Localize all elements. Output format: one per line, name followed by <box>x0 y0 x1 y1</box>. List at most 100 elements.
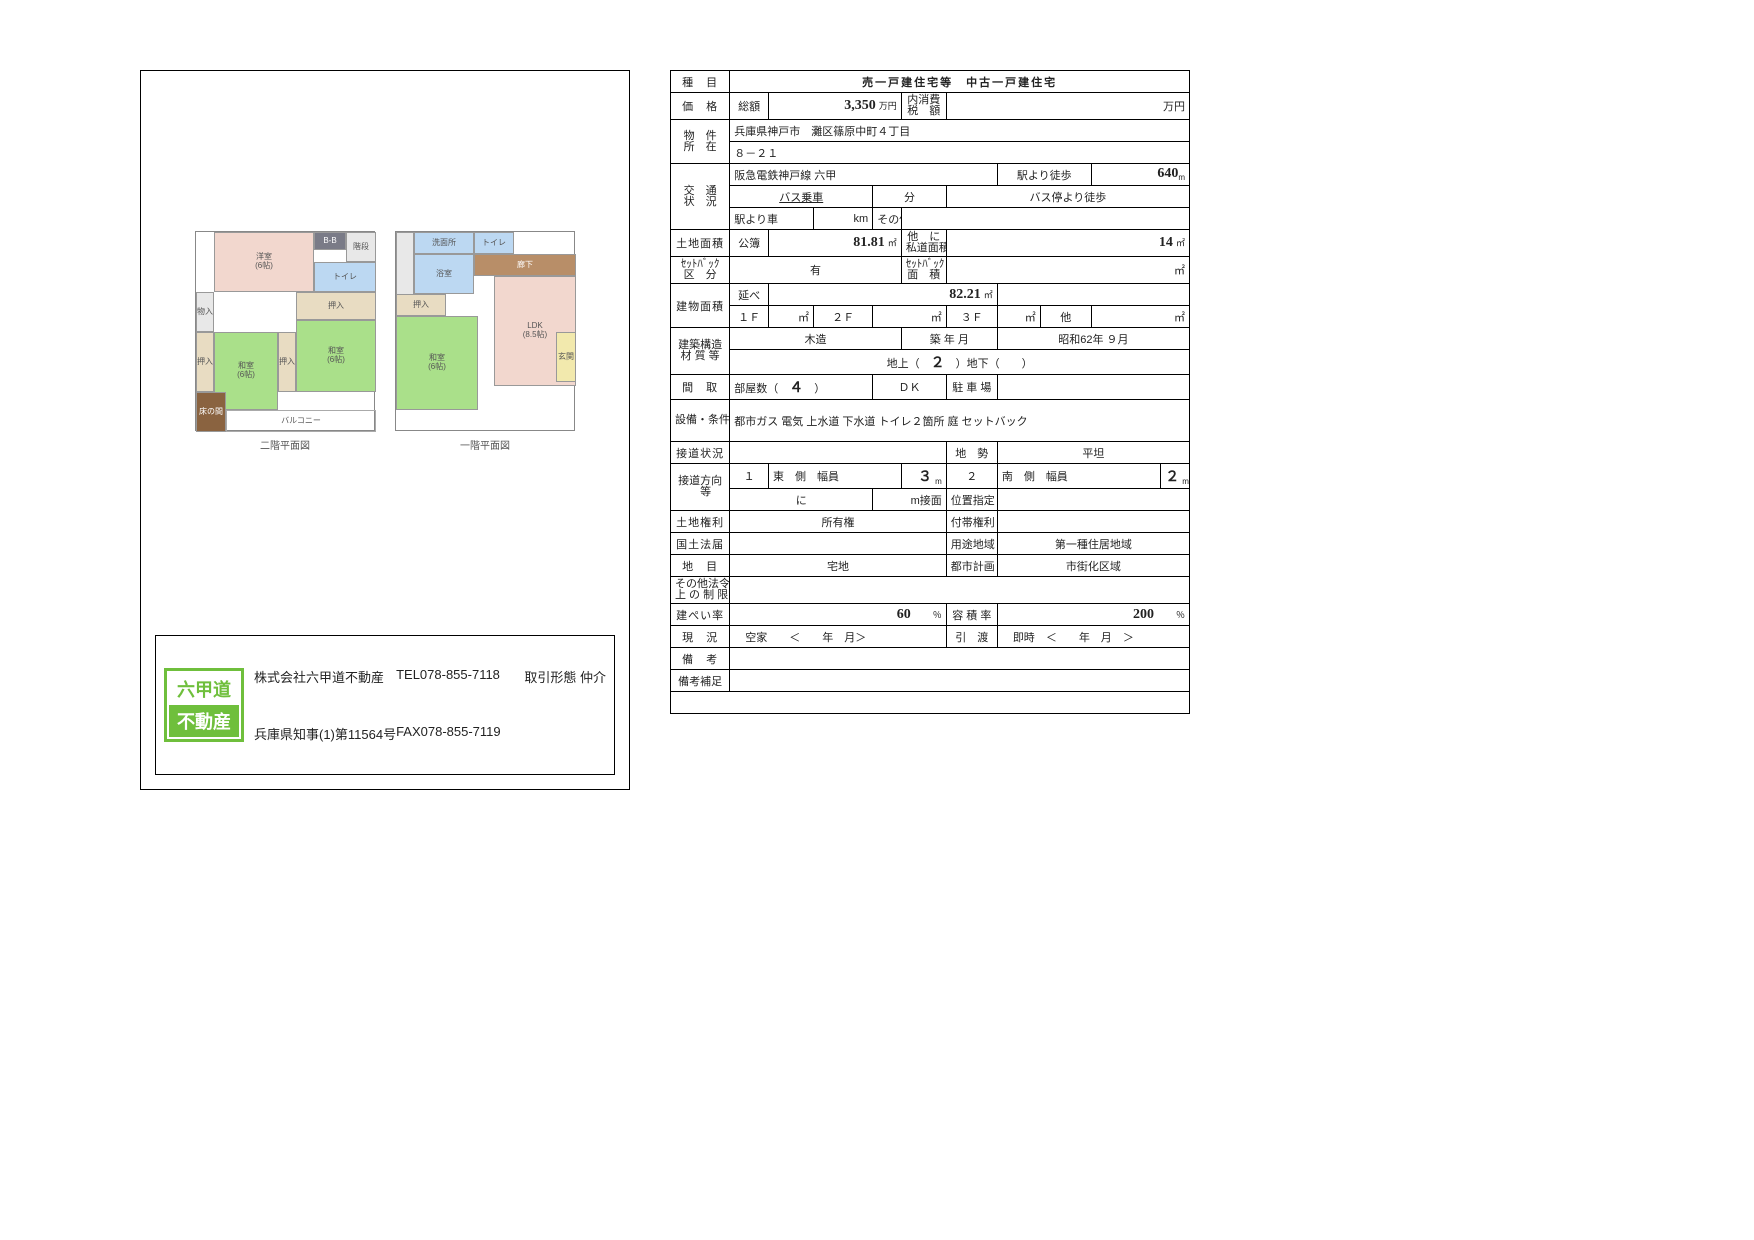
room-bb: B-B <box>314 232 346 250</box>
cell-youseki-label: 容 積 率 <box>946 604 997 626</box>
cell-dir2: ２ <box>946 464 997 489</box>
plan-1f-box: 洗面所 トイレ 浴室 廊下 押入 LDK(8.5帖) 和室(6帖) 玄関 <box>395 231 575 431</box>
row-sonota: その他法令上 の 制 限 <box>671 577 1190 604</box>
row-bikou: 備 考 <box>671 648 1190 670</box>
room-mono: 物入 <box>196 292 214 332</box>
cell-trans-blank <box>901 208 1189 230</box>
cell-parking-label: 駐 車 場 <box>946 375 997 400</box>
cell-material: 木造 <box>730 328 902 350</box>
cell-f1-label: １Ｆ <box>730 306 769 328</box>
row-trans1: 交 通状 況 阪急電鉄神戸線 六甲 駅より徒歩 640m <box>671 164 1190 186</box>
cell-futai <box>997 511 1189 533</box>
row-land: 土地面積 公簿 81.81 ㎡ 他 に私道面積 14 ㎡ <box>671 230 1190 257</box>
cell-f2: ㎡ <box>873 306 947 328</box>
company-license: 兵庫県知事(1)第11564号 <box>254 724 396 743</box>
plan-2f-label: 二階平面図 <box>260 437 310 452</box>
cell-ichi-label: 位置指定 <box>946 489 997 511</box>
cell-hikiwatashi-label: 引 渡 <box>946 626 997 648</box>
cell-tax-label: 内消費税 額 <box>901 93 946 120</box>
cell-dir1-v: 東 側 幅員 <box>769 464 902 489</box>
cell-bikou <box>730 648 1190 670</box>
cell-other: その他 <box>873 208 902 230</box>
cell-year: 昭和62年 ９月 <box>997 328 1189 350</box>
cell-rooms: 部屋数（ ４ ） <box>730 375 873 400</box>
room-wa2: 和室(6帖) <box>296 320 376 392</box>
cell-genkyo-label: 現 況 <box>671 626 730 648</box>
cell-shidou-label: 他 に私道面積 <box>901 230 946 257</box>
cell-sougaku: 総額 <box>730 93 769 120</box>
cell-parking <box>997 375 1189 400</box>
cell-bus-min: 分 <box>873 186 947 208</box>
cell-genkyo: 空家 ＜ 年 月＞ <box>730 626 947 648</box>
company-block: 六甲道 不動産 株式会社六甲道不動産 TEL078-855-7118 取引形態 … <box>155 635 615 775</box>
cell-dir1-w: ３ m <box>901 464 946 489</box>
cell-kenpei-label: 建ぺい率 <box>671 604 730 626</box>
cell-setback-area-label: ｾｯﾄﾊﾞｯｸ面 積 <box>901 257 946 284</box>
cell-toshi-label: 都市計画 <box>946 555 997 577</box>
cell-f3: ㎡ <box>997 306 1040 328</box>
room-yokushitsu: 浴室 <box>414 254 474 294</box>
cell-struct-label: 建築構造材 質 等 <box>671 328 730 375</box>
row-bldg2: １Ｆ ㎡ ２Ｆ ㎡ ３Ｆ ㎡ 他 ㎡ <box>671 306 1190 328</box>
cell-bikou2-label: 備考補足 <box>671 670 730 692</box>
row-law: 国土法届 用途地域 第一種住居地域 <box>671 533 1190 555</box>
cell-msetsu: m接面 <box>873 489 947 511</box>
plan-2f: 洋室(6帖) B-B 階段 トイレ 物入 押入 和室(6帖) 押入 和室(6帖)… <box>195 231 375 452</box>
room-stairs-1f <box>396 232 414 302</box>
cell-chimoku-label: 地 目 <box>671 555 730 577</box>
cell-chisei: 平坦 <box>997 442 1189 464</box>
cell-kenpei: 60 ％ <box>730 604 947 626</box>
cell-sonota <box>730 577 1190 604</box>
cell-hikiwatashi: 即時 ＜ 年 月 ＞ <box>997 626 1189 648</box>
cell-chisei-label: 地 勢 <box>946 442 997 464</box>
company-text: 株式会社六甲道不動産 TEL078-855-7118 取引形態 仲介 兵庫県知事… <box>254 667 606 743</box>
cell-youseki: 200 ％ <box>997 604 1189 626</box>
cell-trans-line: 阪急電鉄神戸線 六甲 <box>730 164 998 186</box>
row-struct1: 建築構造材 質 等 木造 築 年 月 昭和62年 ９月 <box>671 328 1190 350</box>
cell-bikou2 <box>730 670 1190 692</box>
cell-rights-label: 土地権利 <box>671 511 730 533</box>
row-spacer <box>671 692 1190 714</box>
cell-price: 3,350 万円 <box>769 93 902 120</box>
room-tokonoma: 床の間 <box>196 392 226 432</box>
logo-top: 六甲道 <box>169 673 239 705</box>
cell-chimoku: 宅地 <box>730 555 947 577</box>
cell-madori-label: 間 取 <box>671 375 730 400</box>
plan-1f: 洗面所 トイレ 浴室 廊下 押入 LDK(8.5帖) 和室(6帖) 玄関 一階平… <box>395 231 575 452</box>
logo-bottom: 不動産 <box>169 705 239 737</box>
company-tel: TEL078-855-7118 <box>396 667 524 686</box>
cell-dir2-v: 南 側 幅員 <box>997 464 1160 489</box>
cell-setsubi: 都市ガス 電気 上水道 下水道 トイレ２箇所 庭 セットバック <box>730 400 1190 442</box>
row-kenpei: 建ぺい率 60 ％ 容 積 率 200 ％ <box>671 604 1190 626</box>
cell-rights: 所有権 <box>730 511 947 533</box>
cell-ni: に <box>730 489 873 511</box>
cell-price-label: 価 格 <box>671 93 730 120</box>
row-price: 価 格 総額 3,350 万円 内消費税 額 万円 <box>671 93 1190 120</box>
cell-youto: 第一種住居地域 <box>997 533 1189 555</box>
cell-dir-label: 接道方向 等 <box>671 464 730 511</box>
room-cl2: 押入 <box>196 332 214 392</box>
cell-nobe: 延べ <box>730 284 769 306</box>
row-setsubi: 設備・条件 都市ガス 電気 上水道 下水道 トイレ２箇所 庭 セットバック <box>671 400 1190 442</box>
room-genkan: 玄関 <box>556 332 576 382</box>
cell-setsubi-label: 設備・条件 <box>671 400 730 442</box>
row-rights: 土地権利 所有権 付帯権利 <box>671 511 1190 533</box>
cell-dir1: １ <box>730 464 769 489</box>
company-logo: 六甲道 不動産 <box>164 668 244 742</box>
cell-toshi: 市街化区域 <box>997 555 1189 577</box>
row-bldg1: 建物面積 延べ 82.21 ㎡ <box>671 284 1190 306</box>
cell-setback-label: ｾｯﾄﾊﾞｯｸ区 分 <box>671 257 730 284</box>
cell-bldg-blank <box>997 284 1189 306</box>
company-deal: 取引形態 仲介 <box>524 667 606 686</box>
room-wa-1f: 和室(6帖) <box>396 316 478 410</box>
spec-table-panel: 種 目 売一戸建住宅等 中古一戸建住宅 価 格 総額 3,350 万円 内消費税… <box>670 70 1190 790</box>
cell-ichi <box>997 489 1189 511</box>
row-dir1: 接道方向 等 １ 東 側 幅員 ３ m ２ 南 側 幅員 ２ m <box>671 464 1190 489</box>
cell-dir2-w: ２ m <box>1161 464 1190 489</box>
cell-title: 売一戸建住宅等 中古一戸建住宅 <box>730 71 1190 93</box>
room-rouka: 廊下 <box>474 254 576 276</box>
row-shumoku: 種 目 売一戸建住宅等 中古一戸建住宅 <box>671 71 1190 93</box>
row-struct2: 地上（ ２ ）地下（ ） <box>671 350 1190 375</box>
cell-loc2: ８－２１ <box>730 142 1190 164</box>
cell-law <box>730 533 947 555</box>
